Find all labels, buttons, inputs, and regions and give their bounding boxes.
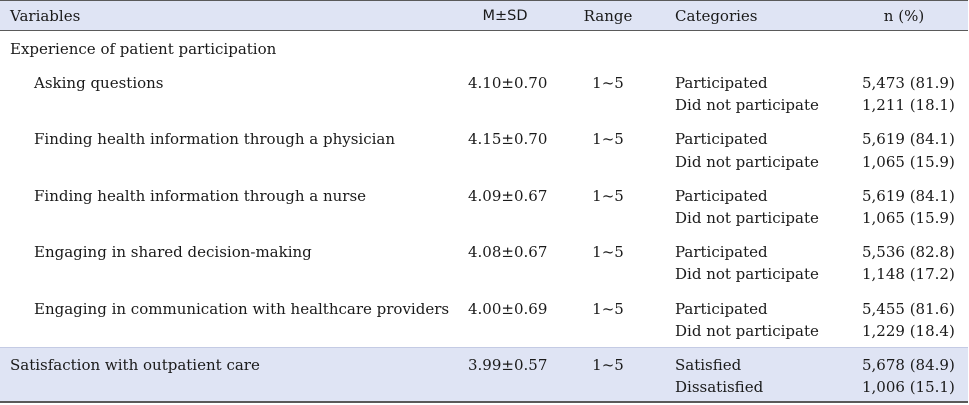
satisfaction-category: Dissatisfied [675,378,764,396]
row-category: Participated [675,74,768,92]
row-value: 1,065 (15.9) [862,153,955,171]
header-categories: Categories [675,7,758,25]
row-category: Participated [675,130,768,148]
row-category: Did not participate [675,153,819,171]
table-header: Variables M±SD Range Categories n (%) [0,0,968,31]
row-msd: 4.09±0.67 [468,187,548,205]
row-value: 5,473 (81.9) [862,74,955,92]
row-value: 1,065 (15.9) [862,209,955,227]
header-n-pct: n (%) [883,7,925,25]
row-range: 1~5 [592,243,624,261]
row-value: 5,455 (81.6) [862,300,955,318]
row-value: 1,148 (17.2) [862,265,955,283]
satisfaction-label: Satisfaction with outpatient care [10,356,260,374]
section-title: Experience of patient participation [10,40,277,58]
satisfaction-divider [0,347,968,348]
row-range: 1~5 [592,130,624,148]
row-category: Did not participate [675,265,819,283]
satisfaction-row: Satisfaction with outpatient care 3.99±0… [0,348,968,403]
row-category: Did not participate [675,322,819,340]
satisfaction-value: 1,006 (15.1) [862,378,955,396]
row-value: 1,229 (18.4) [862,322,955,340]
row-label: Finding health information through a nur… [34,187,367,205]
row-msd: 4.00±0.69 [468,300,548,318]
satisfaction-msd: 3.99±0.57 [468,356,548,374]
row-value: 5,619 (84.1) [862,187,955,205]
satisfaction-range: 1~5 [592,356,624,374]
header-range: Range [583,7,633,25]
row-msd: 4.08±0.67 [468,243,548,261]
satisfaction-value: 5,678 (84.9) [862,356,955,374]
row-value: 5,536 (82.8) [862,243,955,261]
satisfaction-category: Satisfied [675,356,742,374]
row-category: Did not participate [675,96,819,114]
row-category: Participated [675,243,768,261]
row-label: Asking questions [34,74,164,92]
row-category: Participated [675,300,768,318]
row-label: Engaging in communication with healthcar… [34,300,450,318]
header-variables: Variables [10,7,81,25]
row-label: Engaging in shared decision-making [34,243,312,261]
row-range: 1~5 [592,300,624,318]
row-value: 1,211 (18.1) [862,96,955,114]
header-msd: M±SD [482,8,528,24]
row-label: Finding health information through a phy… [34,130,396,148]
row-value: 5,619 (84.1) [862,130,955,148]
row-category: Did not participate [675,209,819,227]
row-msd: 4.15±0.70 [468,130,548,148]
row-range: 1~5 [592,187,624,205]
row-msd: 4.10±0.70 [468,74,548,92]
row-range: 1~5 [592,74,624,92]
row-category: Participated [675,187,768,205]
